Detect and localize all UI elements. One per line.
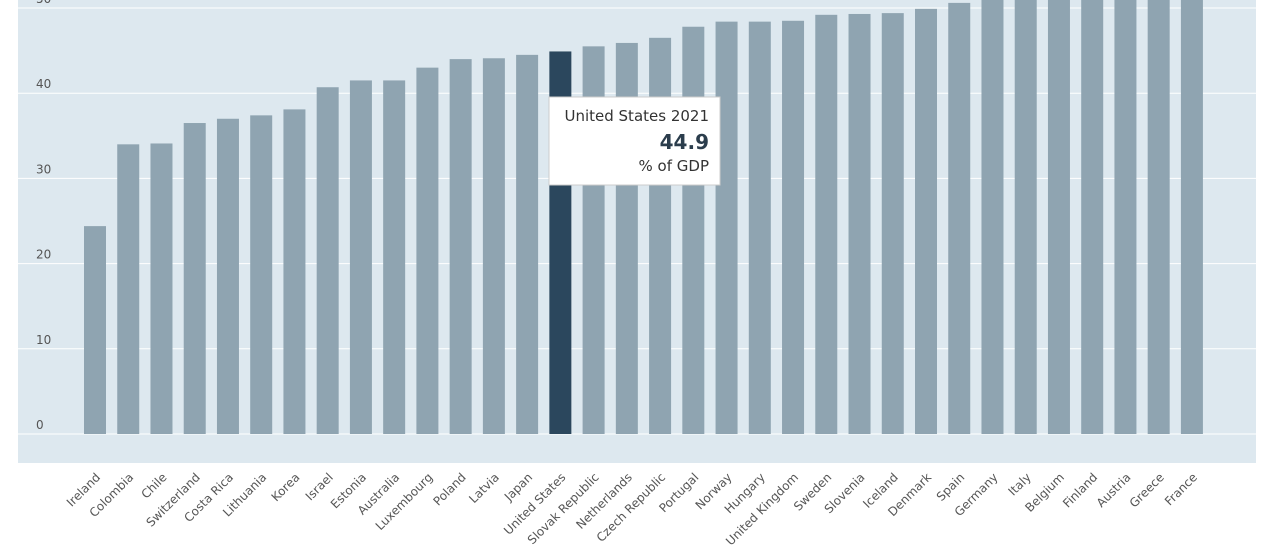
bar[interactable]: [1180, 0, 1203, 434]
bar[interactable]: [948, 2, 971, 434]
bar[interactable]: [150, 143, 173, 434]
y-tick-label: 0: [36, 418, 44, 432]
y-tick-label: 30: [36, 162, 51, 176]
x-tick-label: Korea: [269, 470, 303, 504]
bar[interactable]: [682, 26, 705, 435]
bar[interactable]: [316, 87, 339, 435]
bar[interactable]: [117, 144, 140, 434]
bar[interactable]: [183, 123, 206, 435]
bar[interactable]: [815, 14, 838, 434]
bar[interactable]: [416, 67, 439, 434]
y-tick-label: 20: [36, 248, 51, 262]
bar[interactable]: [1081, 0, 1104, 435]
bar[interactable]: [1114, 0, 1137, 435]
y-tick-label: 40: [36, 77, 51, 91]
bar[interactable]: [1047, 0, 1070, 435]
y-tick-label: 50: [36, 0, 51, 6]
x-tick-label: Austria: [1094, 470, 1134, 510]
y-tick-label: 10: [36, 333, 51, 347]
x-tick-label: Finland: [1060, 470, 1100, 510]
x-tick-label: Chile: [138, 470, 169, 501]
bar[interactable]: [1014, 0, 1037, 434]
tooltip: United States 2021 44.9 % of GDP: [548, 96, 721, 186]
bar[interactable]: [848, 13, 871, 435]
bar[interactable]: [349, 80, 372, 435]
bar[interactable]: [1147, 0, 1170, 434]
bar[interactable]: [915, 8, 937, 435]
bar[interactable]: [250, 115, 273, 435]
bar[interactable]: [748, 21, 771, 435]
x-tick-label: Greece: [1127, 470, 1167, 510]
tooltip-value: 44.9: [660, 130, 709, 154]
tooltip-box: [548, 96, 721, 186]
bar[interactable]: [216, 118, 239, 434]
x-tick-label: France: [1162, 470, 1200, 508]
bar[interactable]: [84, 226, 106, 434]
x-tick-label: Poland: [431, 470, 469, 508]
bar[interactable]: [283, 109, 306, 434]
bar[interactable]: [981, 0, 1004, 434]
bar[interactable]: [383, 80, 406, 435]
bar[interactable]: [449, 59, 472, 435]
bar[interactable]: [881, 13, 904, 435]
tooltip-title: United States 2021: [564, 107, 709, 125]
x-tick-label: Latvia: [466, 470, 502, 506]
bar[interactable]: [782, 20, 805, 435]
bar[interactable]: [516, 54, 539, 435]
bar[interactable]: [715, 21, 738, 435]
tooltip-unit: % of GDP: [639, 157, 709, 175]
bar[interactable]: [482, 58, 505, 434]
x-tick-label: Italy: [1006, 470, 1034, 498]
